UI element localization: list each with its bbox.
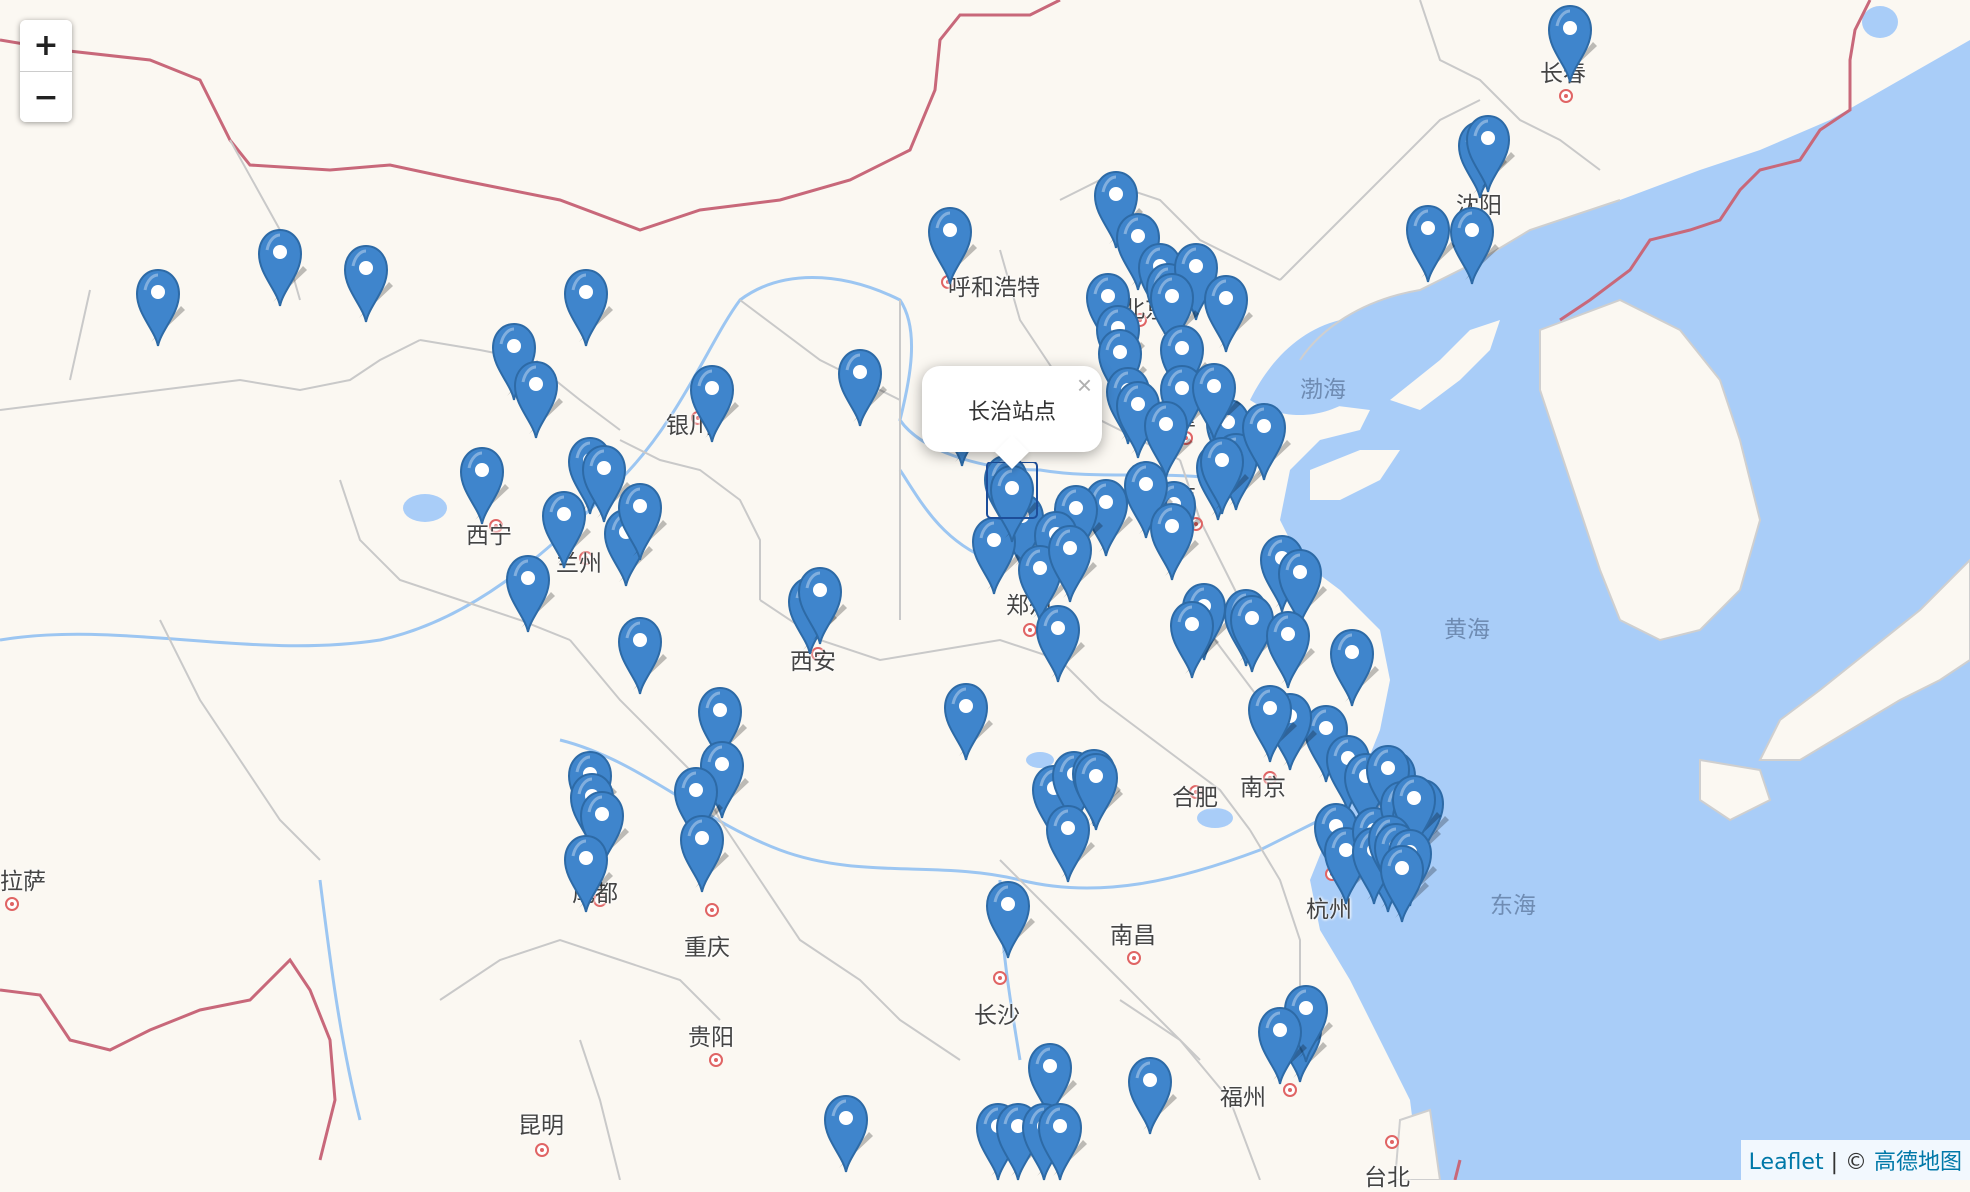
- city-label: 拉萨: [0, 869, 46, 895]
- station-marker-icon[interactable]: [1041, 802, 1095, 884]
- station-marker-icon[interactable]: [253, 226, 307, 308]
- station-marker-icon[interactable]: [981, 878, 1035, 960]
- station-marker-icon[interactable]: [1445, 204, 1499, 286]
- station-marker-icon[interactable]: [1033, 1100, 1087, 1182]
- station-marker-icon[interactable]: [501, 552, 555, 634]
- station-marker-icon[interactable]: [1069, 750, 1123, 832]
- provider-link[interactable]: 高德地图: [1873, 1150, 1962, 1175]
- sea-label: 渤海: [1300, 377, 1346, 403]
- city-dot: [579, 551, 593, 565]
- city-dot: [1127, 951, 1141, 965]
- station-marker-icon[interactable]: [1139, 398, 1193, 480]
- station-marker-icon[interactable]: [1253, 1004, 1307, 1086]
- station-marker-icon[interactable]: [339, 242, 393, 324]
- station-marker-icon[interactable]: [131, 266, 185, 348]
- station-marker-icon[interactable]: [509, 358, 563, 440]
- popup-text: 长治站点: [967, 400, 1056, 425]
- station-marker-icon[interactable]: [1401, 202, 1455, 284]
- city-dot: [709, 1053, 723, 1067]
- city-dot: [811, 647, 825, 661]
- city-dot: [1283, 1083, 1297, 1097]
- station-marker-icon[interactable]: [1199, 272, 1253, 354]
- city-label: 长沙: [974, 1003, 1020, 1029]
- city-label: 南昌: [1110, 923, 1156, 949]
- station-marker-icon[interactable]: [819, 1092, 873, 1174]
- station-marker-icon[interactable]: [1195, 434, 1249, 516]
- city-label: 台北: [1364, 1165, 1410, 1191]
- city-dot: [5, 897, 19, 911]
- station-marker-icon[interactable]: [1375, 842, 1429, 924]
- attribution: Leaflet | © 高德地图: [1740, 1140, 1970, 1180]
- zoom-out-button[interactable]: −: [20, 71, 72, 122]
- city-label: 贵阳: [688, 1025, 734, 1051]
- attribution-separator: | ©: [1823, 1150, 1874, 1175]
- city-label: 福州: [1220, 1085, 1266, 1111]
- city-dot: [705, 903, 719, 917]
- station-marker-icon[interactable]: [1237, 400, 1291, 482]
- city-dot: [535, 1143, 549, 1157]
- city-label: 西安: [790, 649, 836, 675]
- station-marker-icon[interactable]: [675, 812, 729, 894]
- station-marker-icon[interactable]: [923, 204, 977, 286]
- station-marker-icon[interactable]: [1031, 602, 1085, 684]
- station-marker-icon[interactable]: [559, 832, 613, 914]
- station-marker-icon[interactable]: [1279, 982, 1333, 1064]
- station-popup: 长治站点 ×: [922, 366, 1102, 469]
- city-dot: [489, 519, 503, 533]
- leaflet-link[interactable]: Leaflet: [1748, 1150, 1824, 1175]
- popup-close-button[interactable]: ×: [1076, 370, 1092, 400]
- station-marker-icon[interactable]: [1187, 360, 1241, 442]
- zoom-in-button[interactable]: +: [20, 20, 72, 71]
- station-marker-icon[interactable]: [559, 266, 613, 348]
- city-label: 重庆: [684, 935, 730, 961]
- city-dot: [993, 971, 1007, 985]
- zoom-control: + −: [20, 20, 72, 122]
- station-marker-icon[interactable]: [685, 362, 739, 444]
- station-marker-icon[interactable]: [833, 346, 887, 428]
- sea-label: 黄海: [1444, 617, 1490, 643]
- station-marker-icon[interactable]: [613, 480, 667, 562]
- station-marker-icon[interactable]: [537, 488, 591, 570]
- city-dot: [1559, 89, 1573, 103]
- station-marker-icon[interactable]: [1013, 542, 1067, 624]
- city-label: 呼和浩特: [948, 275, 1040, 301]
- city-label: 合肥: [1172, 785, 1218, 811]
- station-marker-icon[interactable]: [1261, 608, 1315, 690]
- station-marker-icon[interactable]: [1325, 626, 1379, 708]
- selected-station-marker-icon[interactable]: [985, 462, 1039, 544]
- city-label: 西宁: [466, 523, 512, 549]
- station-marker-icon[interactable]: [613, 614, 667, 696]
- station-marker-icon[interactable]: [1243, 682, 1297, 764]
- station-marker-icon[interactable]: [939, 680, 993, 762]
- city-dot: [1189, 785, 1203, 799]
- city-dot: [1263, 771, 1277, 785]
- station-marker-icon[interactable]: [695, 738, 749, 820]
- station-marker-icon[interactable]: [793, 564, 847, 646]
- city-label: 南京: [1240, 775, 1286, 801]
- station-marker-icon[interactable]: [967, 514, 1021, 596]
- city-dot: [1385, 1135, 1399, 1149]
- station-marker-icon[interactable]: [455, 444, 509, 526]
- station-marker-icon[interactable]: [1543, 2, 1597, 84]
- station-marker-icon[interactable]: [577, 442, 631, 524]
- city-dot: [593, 893, 607, 907]
- station-marker-icon[interactable]: [1043, 522, 1097, 604]
- station-marker-icon[interactable]: [1165, 598, 1219, 680]
- city-label: 昆明: [518, 1113, 564, 1139]
- station-marker-icon[interactable]: [1123, 1054, 1177, 1136]
- station-marker-icon[interactable]: [1145, 500, 1199, 582]
- station-marker-icon[interactable]: [1461, 112, 1515, 194]
- station-marker-icon[interactable]: [1273, 546, 1327, 628]
- sea-label: 东海: [1490, 893, 1536, 919]
